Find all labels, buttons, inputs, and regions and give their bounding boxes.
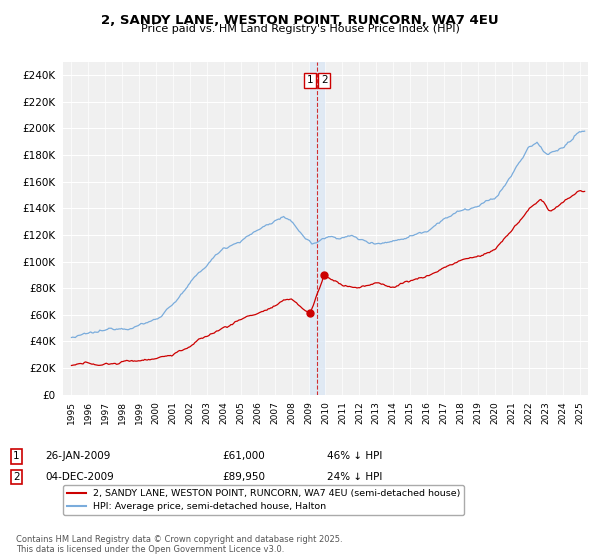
Text: Price paid vs. HM Land Registry's House Price Index (HPI): Price paid vs. HM Land Registry's House … bbox=[140, 24, 460, 34]
Text: 46% ↓ HPI: 46% ↓ HPI bbox=[327, 451, 382, 461]
Text: £61,000: £61,000 bbox=[222, 451, 265, 461]
Text: 26-JAN-2009: 26-JAN-2009 bbox=[45, 451, 110, 461]
Bar bbox=[310, 62, 324, 395]
Text: 1: 1 bbox=[13, 451, 20, 461]
Text: 2: 2 bbox=[13, 472, 20, 482]
Text: £89,950: £89,950 bbox=[222, 472, 265, 482]
Text: 2, SANDY LANE, WESTON POINT, RUNCORN, WA7 4EU: 2, SANDY LANE, WESTON POINT, RUNCORN, WA… bbox=[101, 14, 499, 27]
Text: 24% ↓ HPI: 24% ↓ HPI bbox=[327, 472, 382, 482]
Legend: 2, SANDY LANE, WESTON POINT, RUNCORN, WA7 4EU (semi-detached house), HPI: Averag: 2, SANDY LANE, WESTON POINT, RUNCORN, WA… bbox=[63, 486, 464, 515]
Text: 2: 2 bbox=[321, 75, 328, 85]
Text: 1: 1 bbox=[307, 75, 313, 85]
Text: Contains HM Land Registry data © Crown copyright and database right 2025.
This d: Contains HM Land Registry data © Crown c… bbox=[16, 535, 343, 554]
Text: 04-DEC-2009: 04-DEC-2009 bbox=[45, 472, 114, 482]
